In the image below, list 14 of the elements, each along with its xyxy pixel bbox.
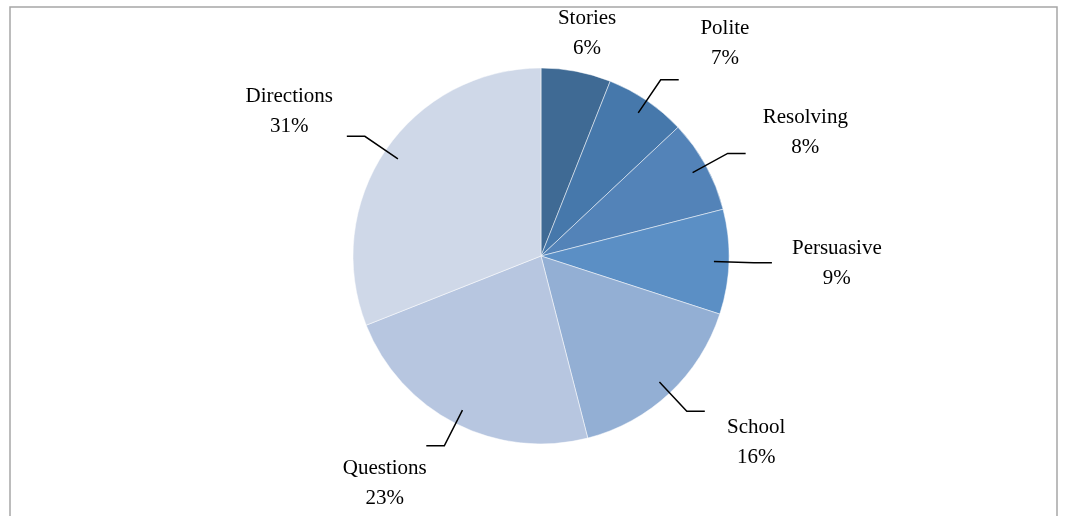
slice-label: Questions xyxy=(342,455,427,480)
slice-label: School xyxy=(727,413,786,438)
slice-label: Resolving xyxy=(762,103,849,128)
slice-label: Directions xyxy=(245,83,334,108)
data-label: 23% xyxy=(365,485,405,510)
data-label: 16% xyxy=(736,443,776,468)
slice-label: Persuasive xyxy=(791,235,882,260)
data-label: 8% xyxy=(791,133,820,158)
data-label: 31% xyxy=(270,113,309,138)
slice-label: Stories xyxy=(557,5,617,29)
slice-label: Polite xyxy=(700,15,750,40)
data-label: 6% xyxy=(573,35,602,59)
data-label: 7% xyxy=(710,45,739,70)
data-label: 9% xyxy=(822,265,851,290)
